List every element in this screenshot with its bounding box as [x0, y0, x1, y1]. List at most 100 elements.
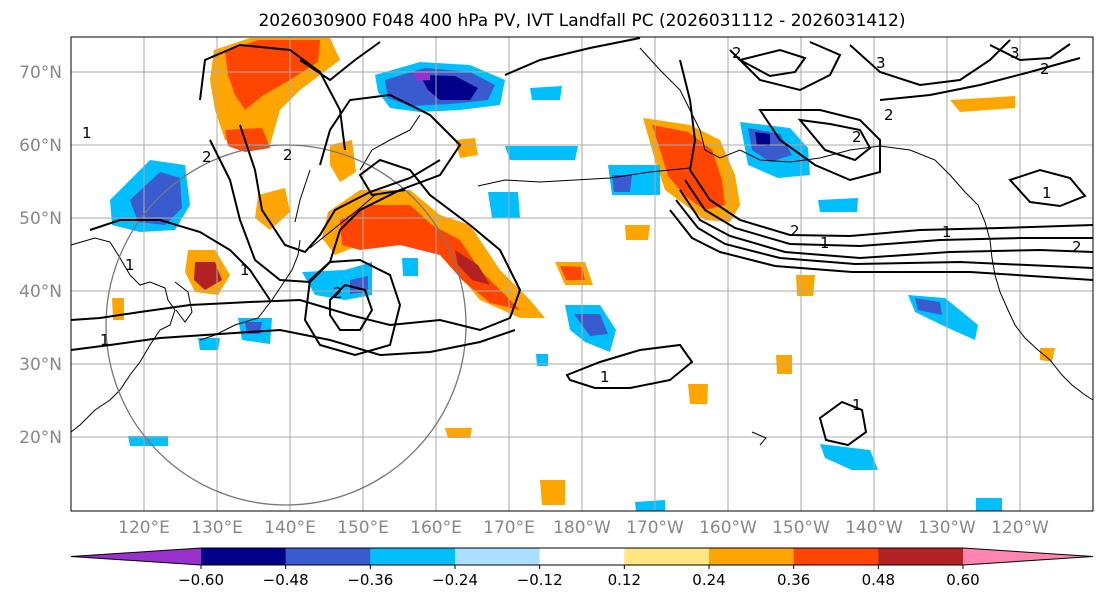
- pv-positive-region: [560, 266, 585, 280]
- contour-label: 1: [600, 368, 610, 386]
- lon-label: 180°W: [553, 518, 611, 538]
- contour-label: 3: [876, 54, 886, 72]
- ivt-contour: [89, 219, 271, 301]
- colorbar: −0.60 −0.48 −0.36 −0.24 −0.12 0.12 0.24 0.36 0.4…: [70, 547, 1094, 589]
- ivt-contour: [737, 48, 807, 78]
- gridlines: [71, 37, 1093, 511]
- contour-label: 2: [1040, 60, 1050, 78]
- colorbar-tick-label: −0.12: [517, 571, 563, 589]
- contour-label: 1: [82, 124, 92, 142]
- pv-positive-region: [652, 125, 725, 210]
- contour-label: 1: [240, 261, 250, 279]
- contour-label: 1: [852, 396, 862, 414]
- ivt-contour: [818, 400, 868, 447]
- coastline-japan: [199, 239, 301, 341]
- lon-label: 140°E: [264, 518, 316, 538]
- pv-positive-region: [225, 128, 270, 152]
- contour-label: 1: [125, 256, 135, 274]
- pv-positive-region: [330, 140, 356, 182]
- ivt-contour: [797, 118, 872, 162]
- colorbar-segment: [285, 548, 371, 565]
- ivt-contour: [758, 109, 881, 182]
- coastline-kamchatka: [359, 114, 421, 171]
- lon-label: 170°E: [483, 518, 535, 538]
- coastline-korea: [174, 281, 193, 323]
- pv-positive-region: [445, 428, 472, 438]
- ivt-contour: [989, 43, 1071, 62]
- pv-positive-region: [225, 40, 320, 110]
- ivt-contour: [679, 189, 1094, 260]
- coastline-hawaii: [751, 431, 767, 446]
- coastline-north-america: [989, 239, 1094, 401]
- lon-label: 130°E: [191, 518, 243, 538]
- colorbar-under-extension: [71, 548, 201, 565]
- contour-labels: 1 1 2 2 1 1 2 1 1 2 2 2 3 3 2 2 1 1 2 1: [82, 44, 1082, 414]
- pv-negative-region: [820, 444, 878, 470]
- ivt-contour: [329, 283, 374, 331]
- ivt-contour: [684, 179, 1093, 248]
- colorbar-tick-label: 0.60: [946, 571, 979, 589]
- pv-positive-region: [255, 188, 290, 230]
- ivt-contour: [70, 224, 522, 332]
- colorbar-tick-label: −0.60: [178, 571, 224, 589]
- longitude-labels: 120°E 130°E 140°E 150°E 160°E 170°E 180°…: [118, 518, 1049, 538]
- lon-label: 140°W: [845, 518, 903, 538]
- lat-label: 40°N: [19, 282, 62, 302]
- pv-negative-region: [536, 354, 548, 366]
- lon-label: 120°E: [118, 518, 170, 538]
- lat-label: 30°N: [19, 355, 62, 375]
- colorbar-tick-label: 0.36: [777, 571, 810, 589]
- contour-label: 1: [942, 223, 952, 241]
- coastline-asia: [70, 237, 176, 433]
- pv-negative-region: [198, 338, 220, 350]
- pv-positive-region: [950, 96, 1015, 112]
- colorbar-segment: [624, 548, 710, 565]
- colorbar-tick-label: −0.48: [263, 571, 309, 589]
- lon-label: 130°W: [918, 518, 976, 538]
- ivt-contours: [70, 37, 1094, 447]
- ivt-contour: [239, 124, 441, 254]
- ivt-contour: [209, 93, 462, 284]
- pv-negative-region: [420, 75, 478, 100]
- contour-label: 2: [732, 44, 742, 62]
- ivt-contour: [565, 343, 694, 389]
- pv-positive-region: [455, 138, 478, 158]
- pv-negative-region: [915, 298, 942, 315]
- ivt-contour: [1008, 168, 1087, 208]
- ivt-contour: [849, 39, 1011, 87]
- contour-label: 2: [283, 146, 293, 164]
- pv-negative-region: [414, 72, 430, 81]
- colorbar-segment: [455, 548, 541, 565]
- map-title: 2026030900 F048 400 hPa PV, IVT Landfall…: [258, 11, 905, 31]
- landfall-region-circle: [105, 144, 467, 506]
- lon-label: 170°W: [626, 518, 684, 538]
- colorbar-segment: [370, 548, 456, 565]
- contour-label: 1: [100, 331, 110, 349]
- contour-label: 1: [1042, 184, 1052, 202]
- colorbar-segment: [201, 548, 287, 565]
- ivt-contour: [504, 37, 641, 76]
- ivt-contour: [729, 41, 842, 92]
- pv-negative-region: [488, 192, 520, 218]
- lat-label: 20°N: [19, 428, 62, 448]
- contour-label: 2: [202, 148, 212, 166]
- contour-label: 2: [333, 284, 343, 302]
- pv-positive-region: [194, 262, 222, 290]
- contour-label: 2: [884, 106, 894, 124]
- pv-negative-region: [402, 258, 418, 276]
- map-frame: [70, 36, 1094, 512]
- colorbar-segment: [539, 548, 625, 565]
- pv-positive-region: [688, 384, 708, 404]
- colorbar-segment: [793, 548, 879, 565]
- lon-label: 150°E: [337, 518, 389, 538]
- pv-negative-region: [130, 172, 182, 225]
- ivt-contour: [689, 169, 1094, 238]
- ivt-contour: [70, 328, 516, 357]
- ivt-contour: [675, 199, 1094, 269]
- contour-label: 2: [1072, 238, 1082, 256]
- contour-label: 1: [820, 234, 830, 252]
- ivt-contour: [669, 209, 1094, 281]
- pv-negative-region: [755, 132, 770, 146]
- lon-label: 160°E: [410, 518, 462, 538]
- latitude-labels: 20°N 30°N 40°N 50°N 60°N 70°N: [19, 63, 62, 448]
